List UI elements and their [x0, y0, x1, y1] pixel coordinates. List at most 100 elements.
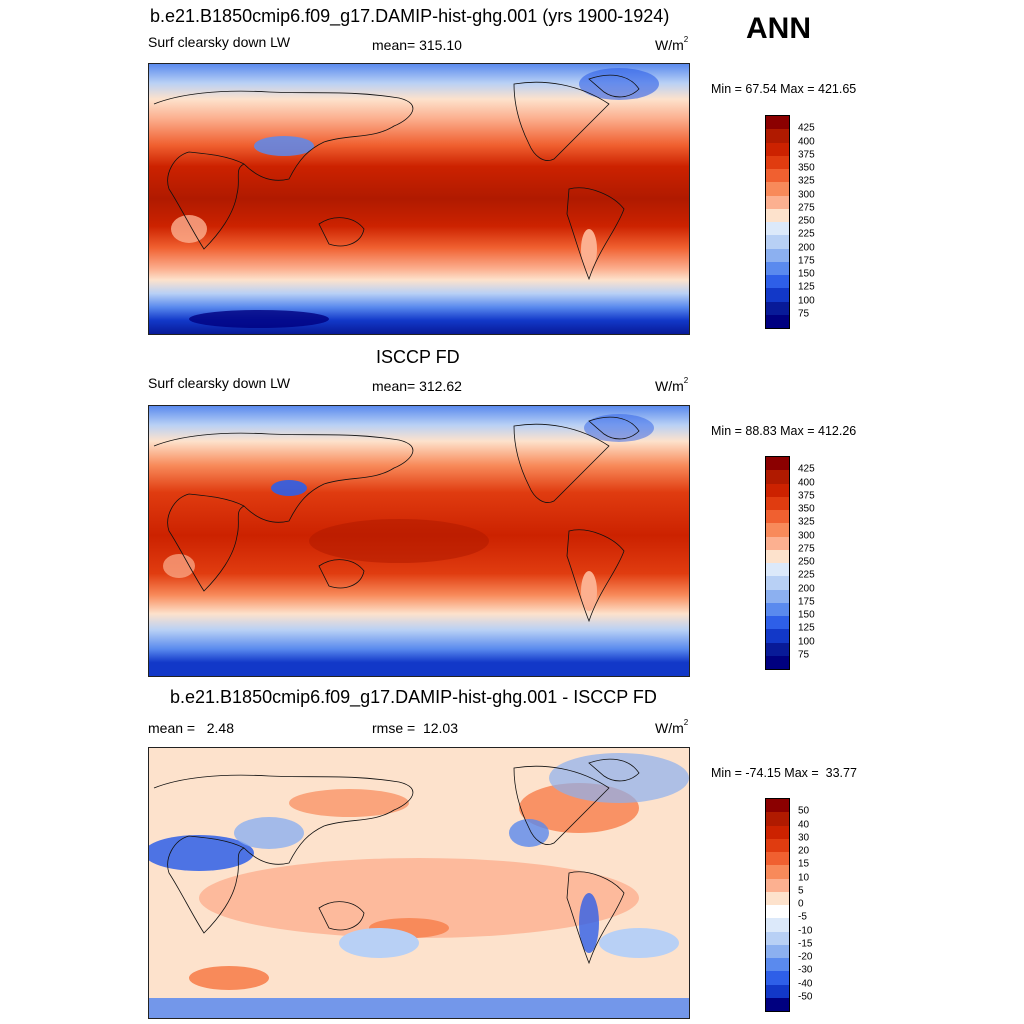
colorbar-tick-label: 325	[798, 516, 815, 528]
colorbar-tick-label: 175	[798, 596, 815, 608]
colorbar-tick-label: 0	[798, 898, 804, 910]
panel-3-map	[148, 747, 690, 1019]
colorbar-segment	[766, 971, 789, 985]
colorbar-segment	[766, 457, 789, 471]
season-label: ANN	[746, 12, 811, 45]
colorbar-tick-label: -15	[798, 938, 813, 950]
colorbar-tick-label: 400	[798, 136, 815, 147]
colorbar-tick-label: 275	[798, 202, 815, 214]
colorbar-segment	[766, 222, 789, 236]
colorbar-segment	[766, 918, 789, 932]
colorbar-segment	[766, 261, 789, 275]
colorbar-tick-label: 375	[798, 490, 815, 502]
colorbar-tick-label: 75	[798, 649, 810, 661]
colorbar-tick-label: 200	[798, 242, 815, 253]
colorbar-segment	[766, 496, 789, 510]
panel-1-mean-label: mean= 315.10	[372, 37, 462, 53]
panel-2-units-label: W/m2	[655, 376, 689, 394]
panel-3-colorbar	[765, 798, 790, 1012]
colorbar-tick-label: 175	[798, 255, 815, 267]
colorbar-segment	[766, 944, 789, 958]
colorbar-tick-label: 275	[798, 543, 815, 555]
colorbar-tick-label: 350	[798, 503, 815, 515]
colorbar-tick-label: 125	[798, 622, 815, 634]
colorbar-tick-label: 150	[798, 268, 815, 280]
colorbar-segment	[766, 984, 789, 998]
panel-3-mean-label: mean = 2.48	[148, 720, 235, 736]
colorbar-tick-label: 350	[798, 162, 815, 174]
panel-2-title: ISCCP FD	[376, 347, 460, 367]
panel-3-units-label: W/m2	[655, 718, 689, 736]
colorbar-tick-label: -10	[798, 925, 813, 936]
panel-2-mean-label: mean= 312.62	[372, 378, 462, 394]
colorbar-tick-label: -5	[798, 911, 807, 923]
colorbar-segment	[766, 958, 789, 972]
colorbar-segment	[766, 510, 789, 524]
colorbar-segment	[766, 852, 789, 866]
colorbar-segment	[766, 616, 789, 630]
colorbar-tick-label: 400	[798, 477, 815, 488]
colorbar-tick-label: 30	[798, 832, 810, 844]
colorbar-segment	[766, 155, 789, 169]
colorbar-tick-label: 325	[798, 175, 815, 187]
colorbar-segment	[766, 865, 789, 879]
colorbar-segment	[766, 602, 789, 616]
panel-2-colorbar	[765, 456, 790, 670]
colorbar-tick-label: 225	[798, 228, 815, 240]
colorbar-tick-label: -20	[798, 951, 813, 963]
colorbar-segment	[766, 116, 789, 130]
colorbar-tick-label: 20	[798, 845, 810, 857]
colorbar-segment	[766, 905, 789, 919]
colorbar-segment	[766, 838, 789, 852]
colorbar-segment	[766, 642, 789, 656]
panel-2-map	[148, 405, 690, 677]
colorbar-tick-label: 200	[798, 583, 815, 594]
colorbar-segment	[766, 931, 789, 945]
colorbar-tick-label: 15	[798, 858, 810, 870]
colorbar-tick-label: 5	[798, 885, 804, 897]
colorbar-segment	[766, 182, 789, 196]
panel-1-variable-label: Surf clearsky down LW	[148, 34, 291, 50]
colorbar-tick-label: 300	[798, 530, 815, 541]
colorbar-segment	[766, 825, 789, 839]
colorbar-tick-label: 10	[798, 872, 810, 883]
colorbar-segment	[766, 314, 789, 328]
colorbar-tick-label: 100	[798, 636, 815, 647]
colorbar-segment	[766, 248, 789, 262]
colorbar-segment	[766, 169, 789, 183]
panel-1-colorbar	[765, 115, 790, 329]
colorbar-tick-label: 150	[798, 609, 815, 621]
colorbar-segment	[766, 129, 789, 143]
colorbar-tick-label: 40	[798, 819, 810, 830]
colorbar-tick-label: 375	[798, 149, 815, 161]
colorbar-segment	[766, 523, 789, 537]
colorbar-segment	[766, 629, 789, 643]
colorbar-segment	[766, 208, 789, 222]
colorbar-segment	[766, 655, 789, 669]
colorbar-tick-label: 425	[798, 122, 815, 134]
panel-3-rmse-label: rmse = 12.03	[372, 720, 458, 736]
colorbar-segment	[766, 288, 789, 302]
colorbar-tick-label: -30	[798, 964, 813, 976]
panel-1-title: b.e21.B1850cmip6.f09_g17.DAMIP-hist-ghg.…	[150, 6, 670, 26]
colorbar-segment	[766, 301, 789, 315]
colorbar-segment	[766, 549, 789, 563]
colorbar-segment	[766, 142, 789, 156]
colorbar-segment	[766, 997, 789, 1011]
colorbar-segment	[766, 470, 789, 484]
panel-1-map	[148, 63, 690, 335]
colorbar-segment	[766, 799, 789, 813]
panel-3-minmax-label: Min = -74.15 Max = 33.77	[711, 766, 857, 780]
panel-2-variable-label: Surf clearsky down LW	[148, 375, 291, 391]
colorbar-segment	[766, 576, 789, 590]
colorbar-tick-label: 75	[798, 308, 810, 320]
panel-3-title: b.e21.B1850cmip6.f09_g17.DAMIP-hist-ghg.…	[170, 687, 657, 707]
colorbar-segment	[766, 589, 789, 603]
colorbar-segment	[766, 878, 789, 892]
colorbar-tick-label: 250	[798, 215, 815, 227]
panel-1-units-label: W/m2	[655, 35, 689, 53]
colorbar-segment	[766, 483, 789, 497]
colorbar-tick-label: 100	[798, 295, 815, 306]
colorbar-tick-label: 250	[798, 556, 815, 568]
colorbar-segment	[766, 891, 789, 905]
